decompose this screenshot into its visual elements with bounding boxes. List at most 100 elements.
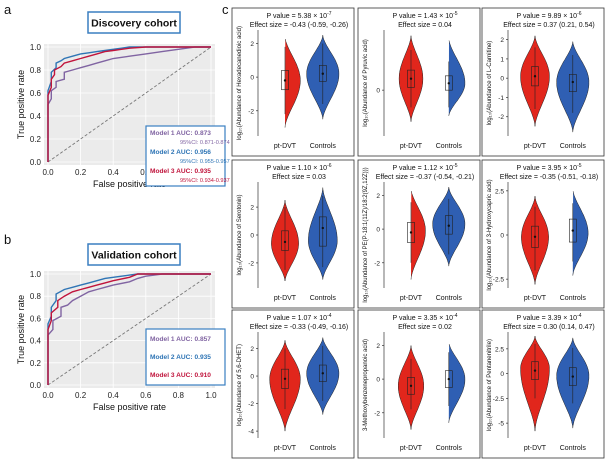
violin-box-ptdvt-5 bbox=[531, 225, 539, 248]
violin-ytick-6-0: -4 bbox=[248, 429, 254, 436]
violin-panel-2: P value = 9.89 × 10-6 Effect size = 0.37 … bbox=[481, 7, 605, 157]
violin-box-controls-6 bbox=[318, 364, 327, 382]
violin-ylabel-6: log₁₀(Abundance of 5,6-DHET) bbox=[237, 344, 243, 426]
violin-ytick-6-1: -2 bbox=[248, 401, 254, 408]
violin-ytick-8-3: 2.5 bbox=[495, 346, 504, 353]
violin-median-controls-6 bbox=[321, 372, 324, 375]
violin-box-ptdvt-1 bbox=[407, 69, 415, 88]
roc-line-validation-model-1 bbox=[47, 273, 211, 385]
violin-box-ptdvt-4 bbox=[407, 222, 415, 243]
roc-legend-auc-validation-0: Model 1 AUC: 0.857 bbox=[150, 336, 211, 343]
panel-label-b: b bbox=[4, 232, 12, 247]
violin-median-ptdvt-5 bbox=[533, 235, 537, 238]
violin-ylabel-8: log₁₀(Abundance of Pentanenitrile) bbox=[487, 339, 493, 431]
violin-ytick-5-0: -2.5 bbox=[493, 277, 505, 284]
roc-line-validation-model-3 bbox=[47, 273, 211, 385]
violin-box-controls-4 bbox=[444, 215, 453, 235]
roc-legend-box-validation bbox=[145, 328, 226, 386]
violin-pvalue-exp-7: -4 bbox=[453, 313, 458, 319]
violin-panel-4: P value = 1.12 × 10-5 Effect size = -0.37… bbox=[357, 159, 481, 309]
violin-pvalue-base-4: P value = 1.12 × 10 bbox=[392, 165, 453, 172]
violin-controls-5 bbox=[572, 191, 589, 276]
violin-group-label-ptdvt-2: pt-DVT bbox=[524, 143, 547, 150]
violin-pvalue-exp-8: -4 bbox=[577, 313, 582, 319]
roc-line-discovery-model-3 bbox=[47, 46, 211, 162]
violin-ytick-2-3: 1 bbox=[500, 56, 504, 63]
roc-diagonal-discovery bbox=[47, 46, 212, 163]
roc-legend-ci-discovery-0: 95%CI: 0.871-0.874 bbox=[180, 140, 230, 146]
violin-effect-7: Effect size = 0.02 bbox=[398, 324, 452, 331]
violin-ytick-7-1: 0 bbox=[376, 377, 380, 384]
roc-ytick-discovery-5: 1.0 bbox=[30, 43, 42, 52]
violin-ytick-8-2: 0 bbox=[500, 371, 504, 378]
violin-ytick-8-1: -2.5 bbox=[493, 396, 505, 403]
violin-pvalue-exp-0: -7 bbox=[327, 11, 332, 17]
violin-group-label-ptdvt-8: pt-DVT bbox=[524, 445, 547, 452]
violin-ytick-4-1: 0 bbox=[376, 227, 380, 234]
violin-ylabel-0: log₁₀(Abundance of Hexadecanedioic acid) bbox=[237, 26, 243, 140]
violin-group-label-ptdvt-0: pt-DVT bbox=[274, 143, 297, 150]
roc-xtick-validation-2: 0.4 bbox=[108, 391, 120, 400]
violin-effect-6: Effect size = -0.33 (-0.49, -0.16) bbox=[250, 324, 349, 331]
violin-ytick-0-2: 2 bbox=[250, 41, 254, 48]
violin-pvalue-base-7: P value = 3.35 × 10 bbox=[392, 315, 453, 322]
roc-ytick-discovery-1: 0.2 bbox=[30, 135, 42, 144]
violin-ylabel-2: log₁₀(Abundance of L-Carnitine) bbox=[487, 41, 493, 126]
violin-median-controls-0 bbox=[321, 72, 324, 75]
violin-controls-7 bbox=[448, 344, 466, 423]
violin-ytick-0-0: -2 bbox=[248, 108, 254, 115]
roc-legend-auc-validation-2: Model 3 AUC: 0.910 bbox=[150, 372, 211, 379]
violin-box-controls-3 bbox=[318, 216, 327, 247]
violin-ytick-2-4: 2 bbox=[500, 37, 504, 44]
roc-title-discovery: Discovery cohort bbox=[91, 18, 177, 30]
violin-box-ptdvt-3 bbox=[281, 230, 289, 251]
violin-group-label-controls-4: Controls bbox=[436, 295, 463, 302]
roc-ytick-validation-0: 0.0 bbox=[30, 381, 42, 390]
roc-ytick-validation-4: 0.8 bbox=[30, 292, 42, 301]
violin-pvalue-exp-6: -4 bbox=[327, 313, 332, 319]
violin-box-ptdvt-7 bbox=[407, 377, 415, 395]
roc-xtick-discovery-2: 0.4 bbox=[108, 168, 120, 177]
violin-median-controls-5 bbox=[571, 229, 574, 232]
roc-xtick-validation-4: 0.8 bbox=[173, 391, 185, 400]
violin-box-controls-7 bbox=[444, 370, 453, 388]
violin-box-controls-0 bbox=[318, 65, 327, 82]
violin-median-controls-7 bbox=[447, 377, 450, 381]
violin-median-controls-2 bbox=[571, 80, 574, 84]
roc-ytick-discovery-2: 0.4 bbox=[30, 112, 42, 121]
violin-group-label-controls-1: Controls bbox=[436, 143, 463, 150]
violin-ytick-8-0: -5 bbox=[498, 421, 504, 428]
violin-pvalue-4: P value = 1.12 × 10-5 bbox=[392, 163, 457, 172]
violin-pvalue-6: P value = 1.07 × 10-4 bbox=[266, 313, 331, 322]
violin-median-ptdvt-1 bbox=[409, 77, 413, 80]
violin-box-ptdvt-8 bbox=[531, 361, 539, 380]
violin-ytick-3-2: 2 bbox=[250, 205, 254, 212]
violin-ytick-2-2: 0 bbox=[500, 76, 504, 83]
violin-ytick-6-2: 0 bbox=[250, 374, 254, 381]
roc-line-validation-model-2 bbox=[47, 273, 211, 385]
violin-ytick-3-1: 0 bbox=[250, 233, 254, 240]
roc-xlabel-discovery: False positive rate bbox=[93, 179, 166, 189]
violin-group-label-controls-6: Controls bbox=[310, 445, 337, 452]
violin-pvalue-exp-3: -6 bbox=[327, 163, 332, 169]
violin-group-label-ptdvt-1: pt-DVT bbox=[400, 143, 423, 150]
violin-ytick-3-0: -2 bbox=[248, 260, 254, 267]
roc-ytick-discovery-3: 0.6 bbox=[30, 89, 42, 98]
violin-pvalue-base-6: P value = 1.07 × 10 bbox=[266, 315, 327, 322]
violin-group-label-controls-0: Controls bbox=[310, 143, 337, 150]
violin-pvalue-2: P value = 9.89 × 10-6 bbox=[516, 11, 581, 20]
roc-line-discovery-model-2 bbox=[47, 46, 211, 162]
violin-pvalue-exp-4: -5 bbox=[453, 163, 458, 169]
roc-ytick-validation-5: 1.0 bbox=[30, 270, 42, 279]
roc-legend-auc-discovery-0: Model 1 AUC: 0.873 bbox=[150, 130, 211, 137]
roc-ytick-validation-1: 0.2 bbox=[30, 359, 42, 368]
violin-pvalue-1: P value = 1.43 × 10-5 bbox=[392, 11, 457, 20]
violin-ytick-1-0: 0 bbox=[376, 88, 380, 95]
violin-pvalue-3: P value = 1.10 × 10-6 bbox=[266, 163, 331, 172]
violin-ytick-4-0: -2 bbox=[374, 260, 380, 267]
violin-group-label-controls-8: Controls bbox=[560, 445, 587, 452]
violin-median-ptdvt-3 bbox=[283, 240, 287, 244]
violin-median-controls-8 bbox=[571, 375, 574, 378]
violin-effect-5: Effect size = -0.35 (-0.51, -0.18) bbox=[500, 174, 599, 181]
